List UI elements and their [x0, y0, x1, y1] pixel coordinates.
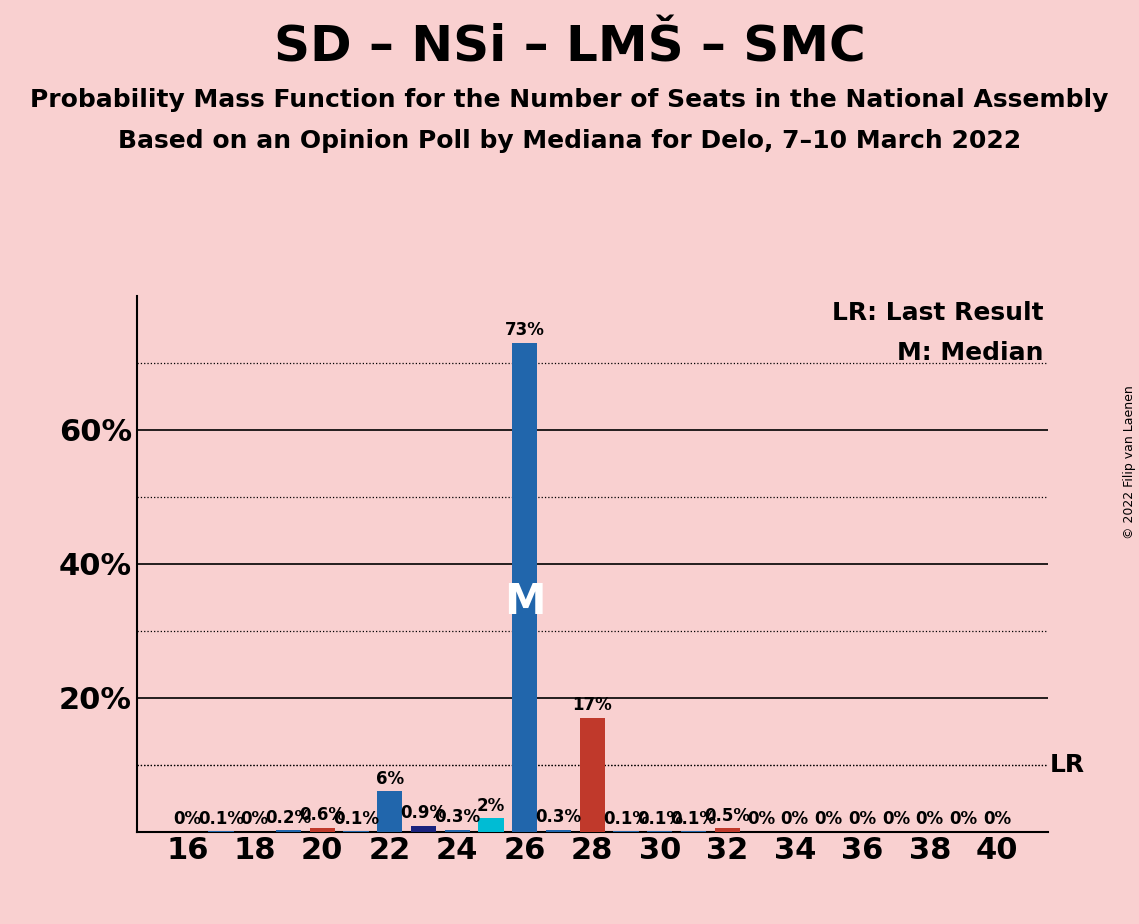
Text: LR: Last Result: LR: Last Result	[831, 301, 1043, 325]
Text: 0.3%: 0.3%	[535, 808, 582, 826]
Bar	[546, 830, 571, 832]
Bar	[444, 830, 470, 832]
Bar	[478, 819, 503, 832]
Text: 0%: 0%	[849, 810, 876, 828]
Text: 0.9%: 0.9%	[401, 804, 446, 822]
Text: 2%: 2%	[477, 796, 506, 815]
Text: M: Median: M: Median	[896, 341, 1043, 365]
Bar	[310, 828, 335, 832]
Text: Probability Mass Function for the Number of Seats in the National Assembly: Probability Mass Function for the Number…	[31, 88, 1108, 112]
Text: 0%: 0%	[916, 810, 944, 828]
Text: 0%: 0%	[882, 810, 910, 828]
Text: 0.2%: 0.2%	[265, 808, 312, 827]
Bar	[377, 791, 402, 832]
Text: 0.1%: 0.1%	[333, 809, 379, 828]
Text: 0%: 0%	[780, 810, 809, 828]
Bar	[411, 825, 436, 832]
Text: 73%: 73%	[505, 322, 544, 339]
Bar	[580, 718, 605, 832]
Text: © 2022 Filip van Laenen: © 2022 Filip van Laenen	[1123, 385, 1137, 539]
Text: 0.3%: 0.3%	[434, 808, 481, 826]
Bar	[276, 831, 301, 832]
Text: 0%: 0%	[173, 810, 202, 828]
Text: 6%: 6%	[376, 770, 404, 788]
Text: M: M	[505, 581, 546, 623]
Text: LR: LR	[1050, 753, 1084, 776]
Text: 0%: 0%	[814, 810, 843, 828]
Text: 0.1%: 0.1%	[671, 809, 716, 828]
Text: Based on an Opinion Poll by Mediana for Delo, 7–10 March 2022: Based on an Opinion Poll by Mediana for …	[118, 129, 1021, 153]
Text: 0%: 0%	[983, 810, 1011, 828]
Text: 0.1%: 0.1%	[637, 809, 682, 828]
Text: SD – NSi – LMŠ – SMC: SD – NSi – LMŠ – SMC	[273, 23, 866, 71]
Bar	[513, 343, 538, 832]
Bar	[714, 828, 740, 832]
Text: 0.1%: 0.1%	[198, 809, 244, 828]
Text: 0%: 0%	[240, 810, 269, 828]
Text: 0%: 0%	[747, 810, 775, 828]
Text: 0.5%: 0.5%	[704, 807, 751, 825]
Text: 0%: 0%	[950, 810, 977, 828]
Text: 0.6%: 0.6%	[300, 807, 345, 824]
Text: 17%: 17%	[573, 697, 612, 714]
Text: 0.1%: 0.1%	[603, 809, 649, 828]
